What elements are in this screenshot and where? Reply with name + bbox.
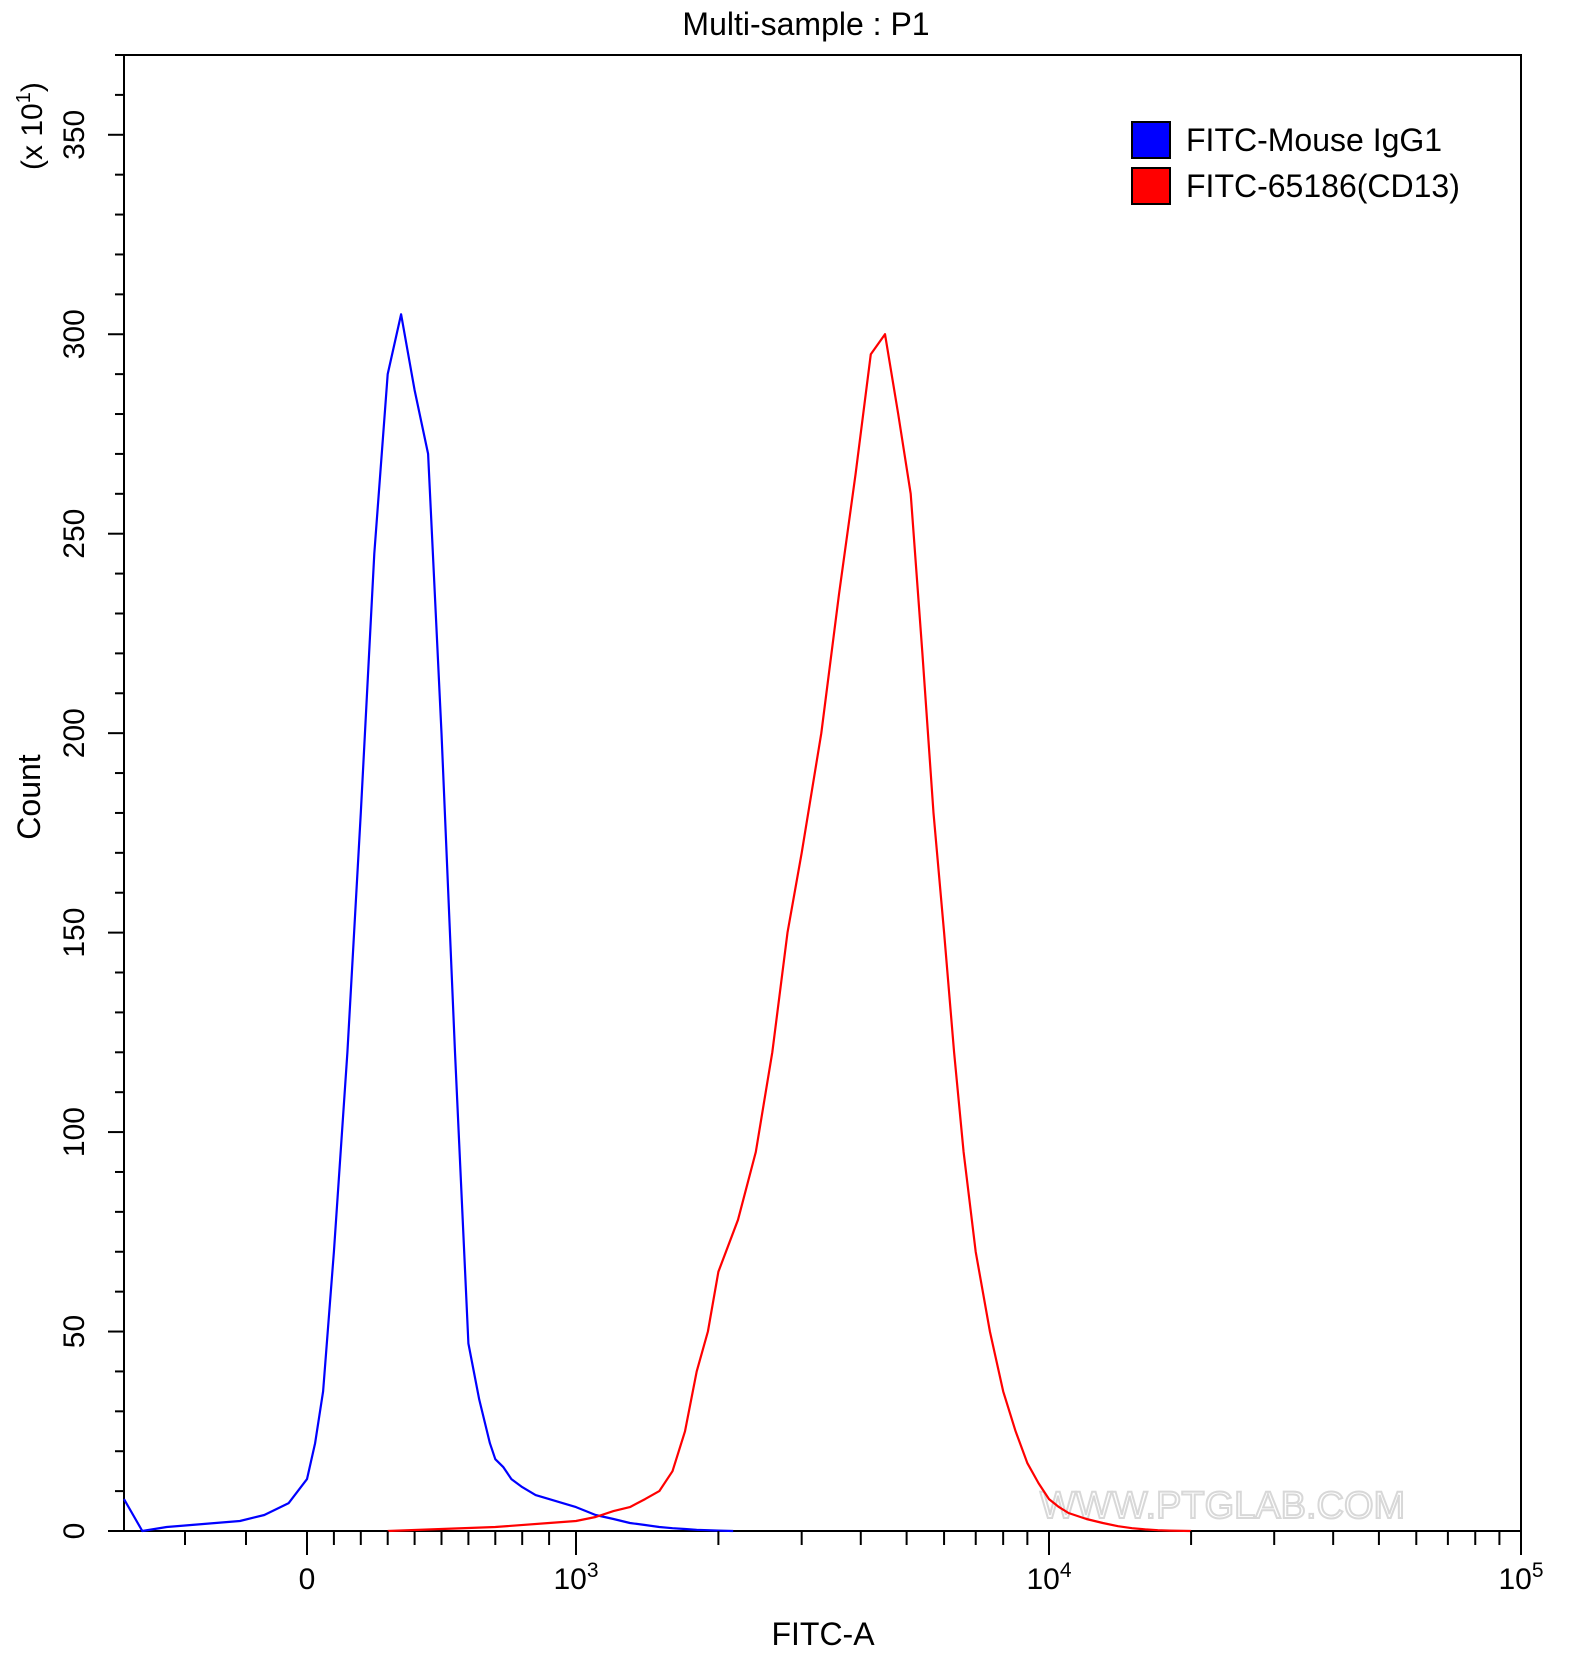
legend-label-0: FITC-Mouse IgG1	[1186, 122, 1442, 158]
y-tick-label: 0	[58, 1523, 91, 1540]
legend-swatch-0	[1131, 121, 1171, 159]
y-multiplier-exp: 1	[13, 92, 35, 103]
x-tick-label: 0	[299, 1563, 316, 1596]
y-axis: 0 50 100 150 200 250 300 350	[58, 54, 124, 1540]
y-tick-label: 150	[58, 908, 91, 958]
y-tick-label: 250	[58, 509, 91, 559]
watermark: WWW.PTGLAB.COM	[1040, 1485, 1405, 1527]
chart-title: Multi-sample : P1	[682, 6, 929, 42]
y-multiplier-close: )	[16, 82, 49, 92]
series-layer	[123, 313, 1192, 1533]
legend: FITC-Mouse IgG1 FITC-65186(CD13)	[1131, 121, 1460, 205]
legend-swatch-1	[1131, 167, 1171, 205]
y-tick-label: 100	[58, 1107, 91, 1157]
y-tick-label: 200	[58, 708, 91, 758]
plot-frame	[123, 54, 1522, 1532]
x-tick-label: 103	[553, 1559, 598, 1596]
legend-label-1: FITC-65186(CD13)	[1186, 168, 1460, 204]
x-axis: 0 103 104 105	[184, 1531, 1544, 1596]
y-tick-label: 350	[58, 110, 91, 160]
x-axis-label: FITC-A	[771, 1616, 875, 1652]
series-line-1	[387, 333, 1192, 1533]
series-line-0	[123, 313, 734, 1533]
y-axis-label: Count	[11, 754, 47, 840]
y-multiplier-label: (x 101)	[13, 82, 49, 170]
plot-area: WWW.PTGLAB.COM	[123, 54, 1522, 1533]
y-multiplier-open: (x 10	[16, 103, 49, 170]
x-tick-label: 105	[1498, 1559, 1543, 1596]
y-tick-label: 50	[58, 1315, 91, 1348]
x-tick-label: 104	[1026, 1559, 1071, 1596]
y-tick-label: 300	[58, 309, 91, 359]
